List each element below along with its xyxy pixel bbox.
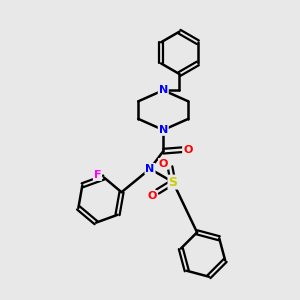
Text: O: O bbox=[183, 145, 192, 155]
Text: F: F bbox=[94, 170, 101, 180]
Text: N: N bbox=[159, 85, 168, 95]
Text: S: S bbox=[169, 176, 178, 189]
Text: N: N bbox=[159, 125, 168, 135]
Text: N: N bbox=[146, 164, 154, 174]
Text: O: O bbox=[147, 191, 157, 201]
Text: O: O bbox=[159, 159, 168, 169]
